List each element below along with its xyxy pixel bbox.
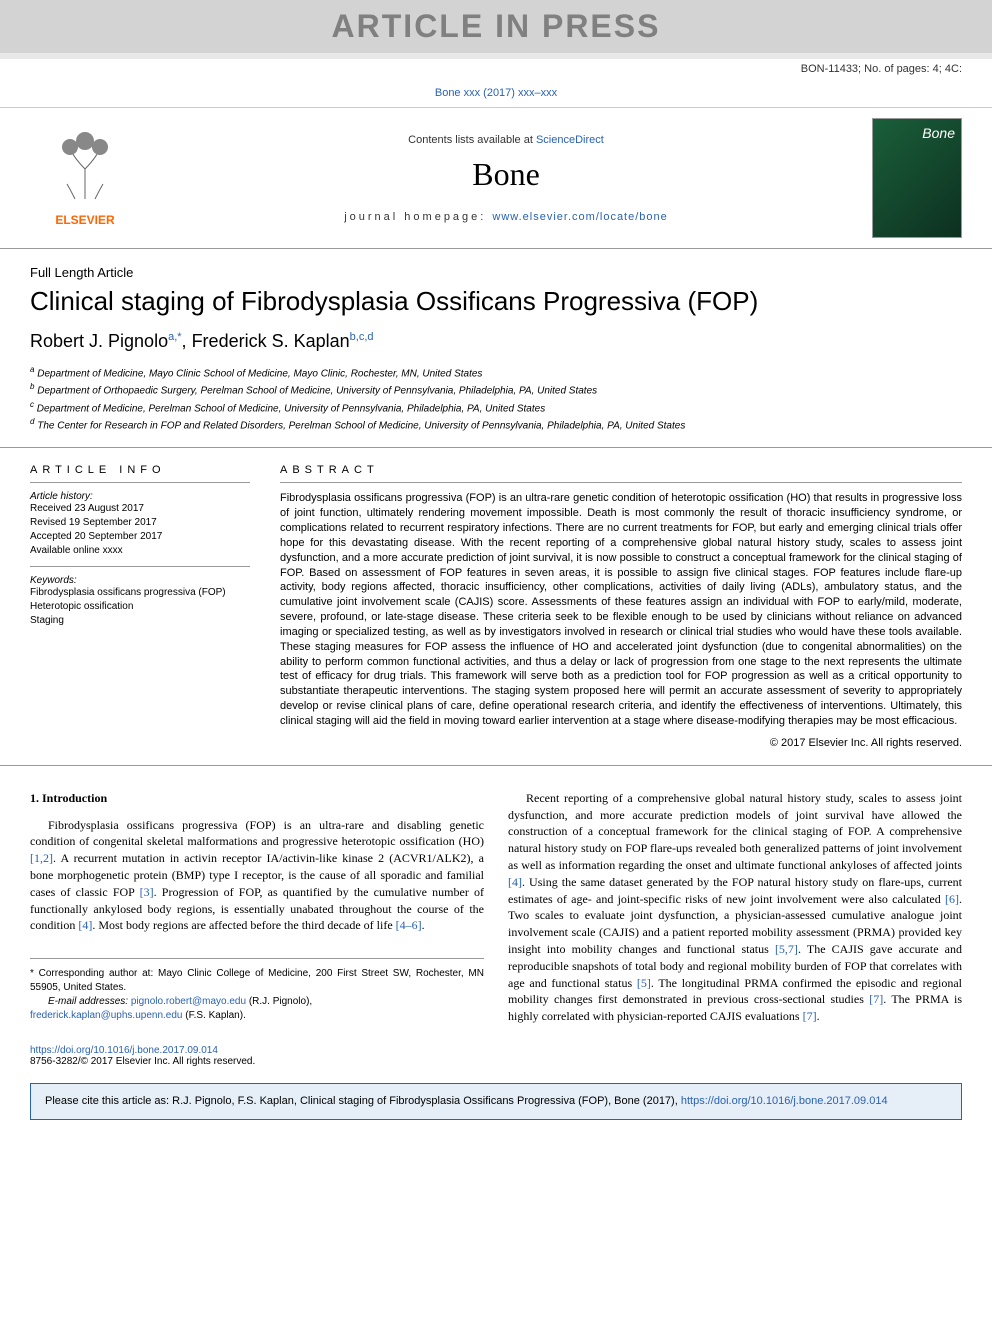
ref-6[interactable]: [6] [945,892,959,906]
author-2-name: Frederick S. Kaplan [192,331,350,351]
abstract: ABSTRACT Fibrodysplasia ossificans progr… [280,464,962,749]
doi-block: https://doi.org/10.1016/j.bone.2017.09.0… [0,1035,992,1077]
ref-7b[interactable]: [7] [803,1009,817,1023]
email-1-name: (R.J. Pignolo), [246,996,312,1007]
abstract-heading: ABSTRACT [280,464,962,483]
right-column: Recent reporting of a comprehensive glob… [508,790,962,1025]
keyword-1: Fibrodysplasia ossificans progressiva (F… [30,586,250,600]
affil-c: Department of Medicine, Perelman School … [37,403,545,414]
article-info-heading: ARTICLE INFO [30,464,250,483]
info-abstract-row: ARTICLE INFO Article history: Received 2… [0,448,992,766]
intro-heading: 1. Introduction [30,790,484,807]
article-in-press-banner: ARTICLE IN PRESS [0,0,992,53]
author-1-affil: a,* [168,331,181,343]
received-date: Received 23 August 2017 [30,502,250,516]
accepted-date: Accepted 20 September 2017 [30,530,250,544]
intro-paragraph: Fibrodysplasia ossificans progressiva (F… [30,817,484,935]
homepage-prefix: journal homepage: [344,211,492,223]
ref-3[interactable]: [3] [140,885,154,899]
revised-date: Revised 19 September 2017 [30,516,250,530]
ref-12[interactable]: [1,2] [30,851,53,865]
homepage-link[interactable]: www.elsevier.com/locate/bone [492,211,667,223]
homepage-line: journal homepage: www.elsevier.com/locat… [140,211,872,223]
email-1[interactable]: pignolo.robert@mayo.edu [131,996,246,1007]
elsevier-logo: ELSEVIER [30,123,140,233]
email-2-name: (F.S. Kaplan). [182,1010,245,1021]
affil-b: Department of Orthopaedic Surgery, Perel… [37,386,597,397]
journal-header: ELSEVIER Contents lists available at Sci… [0,107,992,249]
keyword-3: Staging [30,614,250,628]
affiliations: a Department of Medicine, Mayo Clinic Sc… [0,364,992,448]
citation-text: Please cite this article as: R.J. Pignol… [45,1095,681,1107]
abstract-text: Fibrodysplasia ossificans progressiva (F… [280,491,962,729]
document-id: BON-11433; No. of pages: 4; 4C: [0,59,992,79]
article-type: Full Length Article [0,249,992,286]
corresponding-note: * Corresponding author at: Mayo Clinic C… [30,967,484,995]
article-info: ARTICLE INFO Article history: Received 2… [30,464,250,749]
journal-reference: Bone xxx (2017) xxx–xxx [0,79,992,107]
left-column: 1. Introduction Fibrodysplasia ossifican… [30,790,484,1025]
ref-57[interactable]: [5,7] [775,942,798,956]
abstract-copyright: © 2017 Elsevier Inc. All rights reserved… [280,737,962,749]
ref-4[interactable]: [4] [78,918,92,932]
ref-7a[interactable]: [7] [869,992,883,1006]
author-1-name: Robert J. Pignolo [30,331,168,351]
affil-a: Department of Medicine, Mayo Clinic Scho… [37,368,482,379]
history-label: Article history: [30,491,250,502]
elsevier-label: ELSEVIER [55,213,114,227]
email-2[interactable]: frederick.kaplan@uphs.upenn.edu [30,1010,182,1021]
body-columns: 1. Introduction Fibrodysplasia ossifican… [0,766,992,1035]
elsevier-tree-icon [45,129,125,209]
journal-ref-link[interactable]: Bone xxx (2017) xxx–xxx [435,87,557,99]
doi-link[interactable]: https://doi.org/10.1016/j.bone.2017.09.0… [30,1045,218,1056]
body-paragraph-2: Recent reporting of a comprehensive glob… [508,790,962,1025]
email-label: E-mail addresses: [48,996,131,1007]
ref-5[interactable]: [5] [637,976,651,990]
keywords-label: Keywords: [30,575,250,586]
citation-box: Please cite this article as: R.J. Pignol… [30,1083,962,1120]
keyword-2: Heterotopic ossification [30,600,250,614]
citation-link[interactable]: https://doi.org/10.1016/j.bone.2017.09.0… [681,1095,888,1107]
affil-d: The Center for Research in FOP and Relat… [37,420,685,431]
footnotes: * Corresponding author at: Mayo Clinic C… [30,958,484,1023]
author-2-affil: b,c,d [350,331,374,343]
contents-line: Contents lists available at ScienceDirec… [140,134,872,146]
article-title: Clinical staging of Fibrodysplasia Ossif… [0,286,992,331]
journal-name: Bone [140,156,872,193]
ref-4b[interactable]: [4] [508,875,522,889]
journal-cover-thumbnail: Bone [872,118,962,238]
contents-prefix: Contents lists available at [408,134,536,146]
sciencedirect-link[interactable]: ScienceDirect [536,134,604,146]
ref-46[interactable]: [4–6] [396,918,422,932]
online-date: Available online xxxx [30,544,250,567]
authors: Robert J. Pignoloa,*, Frederick S. Kapla… [0,331,992,364]
issn-copyright: 8756-3282/© 2017 Elsevier Inc. All right… [30,1056,962,1067]
journal-header-center: Contents lists available at ScienceDirec… [140,134,872,223]
